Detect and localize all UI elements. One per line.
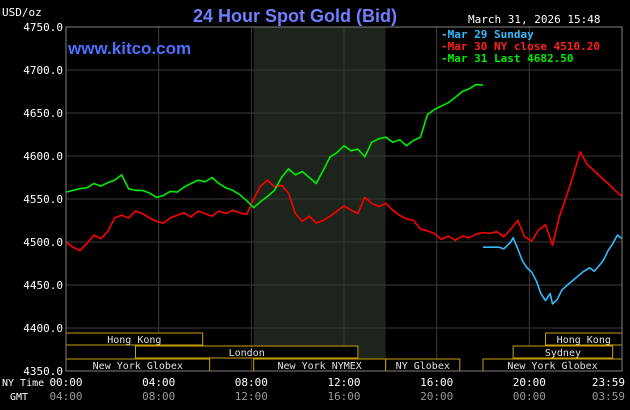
- series-line-2: [65, 150, 623, 252]
- session-label: Hong Kong: [107, 335, 161, 346]
- x-tick-label-gmt: 16:00: [327, 390, 360, 403]
- legend-item-series-3: -Mar 31 Last 4682.50: [441, 52, 573, 65]
- y-tick-label: 4700.0: [23, 64, 63, 77]
- session-bars: Hong Kong London New York Globex New York N…: [65, 332, 623, 372]
- x-tick-label-gmt: 00:00: [513, 390, 546, 403]
- y-tick-label: 4450.0: [23, 279, 63, 292]
- legend-item-series-2: -Mar 30 NY close 4510.20: [441, 40, 600, 53]
- y-tick-label: 4650.0: [23, 107, 63, 120]
- chart-title: 24 Hour Spot Gold (Bid): [193, 6, 397, 26]
- x-tick-label-ny: 04:00: [142, 376, 175, 389]
- x-row-label-ny: NY Time: [2, 378, 44, 389]
- session-bar: [512, 345, 614, 359]
- watermark-logo: www.kitco.com: [67, 39, 191, 58]
- y-tick-label: 4350.0: [23, 365, 63, 378]
- x-tick-label-gmt: 08:00: [142, 390, 175, 403]
- x-tick-labels: 00:0004:0004:0008:0008:0012:0012:0016:00…: [49, 376, 625, 403]
- session-label: New York NYMEX: [278, 361, 362, 372]
- y-tick-label: 4600.0: [23, 150, 63, 163]
- series-lines: [65, 83, 623, 305]
- x-tick-label-ny: 00:00: [49, 376, 82, 389]
- session-label: Sydney: [545, 348, 581, 359]
- y-tick-label: 4550.0: [23, 193, 63, 206]
- session-label: New York Globex: [93, 361, 183, 372]
- y-axis-label: USD/oz: [2, 6, 42, 19]
- session-label: NY Globex: [396, 361, 450, 372]
- x-tick-label-gmt: 03:59: [592, 390, 625, 403]
- y-tick-label: 4750.0: [23, 21, 63, 34]
- session-label: New York Globex: [507, 361, 597, 372]
- y-tick-label: 4500.0: [23, 236, 63, 249]
- x-tick-label-ny: 16:00: [420, 376, 453, 389]
- plot-frame: [65, 26, 623, 372]
- x-tick-label-ny: 20:00: [513, 376, 546, 389]
- x-tick-label-ny: 08:00: [235, 376, 268, 389]
- legend: -Mar 29 Sunday -Mar 30 NY close 4510.20 …: [441, 28, 600, 65]
- x-tick-label-ny: 12:00: [327, 376, 360, 389]
- x-tick-label-ny: 23:59: [592, 376, 625, 389]
- y-tick-label: 4400.0: [23, 322, 63, 335]
- session-label: Hong Kong: [557, 335, 611, 346]
- session-bar: [135, 345, 359, 359]
- x-tick-label-gmt: 12:00: [235, 390, 268, 403]
- y-tick-labels: 4750.0 4700.0 4650.0 4600.0 4550.0 4500.0 4450…: [23, 21, 63, 378]
- x-tick-label-gmt: 04:00: [49, 390, 82, 403]
- series-line-1: [483, 234, 623, 305]
- x-row-label-gmt: GMT: [10, 392, 28, 403]
- timestamp: March 31, 2026 15:48: [468, 13, 600, 26]
- legend-item-series-1: -Mar 29 Sunday: [441, 28, 534, 41]
- series-line-3: [65, 83, 484, 209]
- session-label: London: [229, 348, 265, 359]
- x-tick-label-gmt: 20:00: [420, 390, 453, 403]
